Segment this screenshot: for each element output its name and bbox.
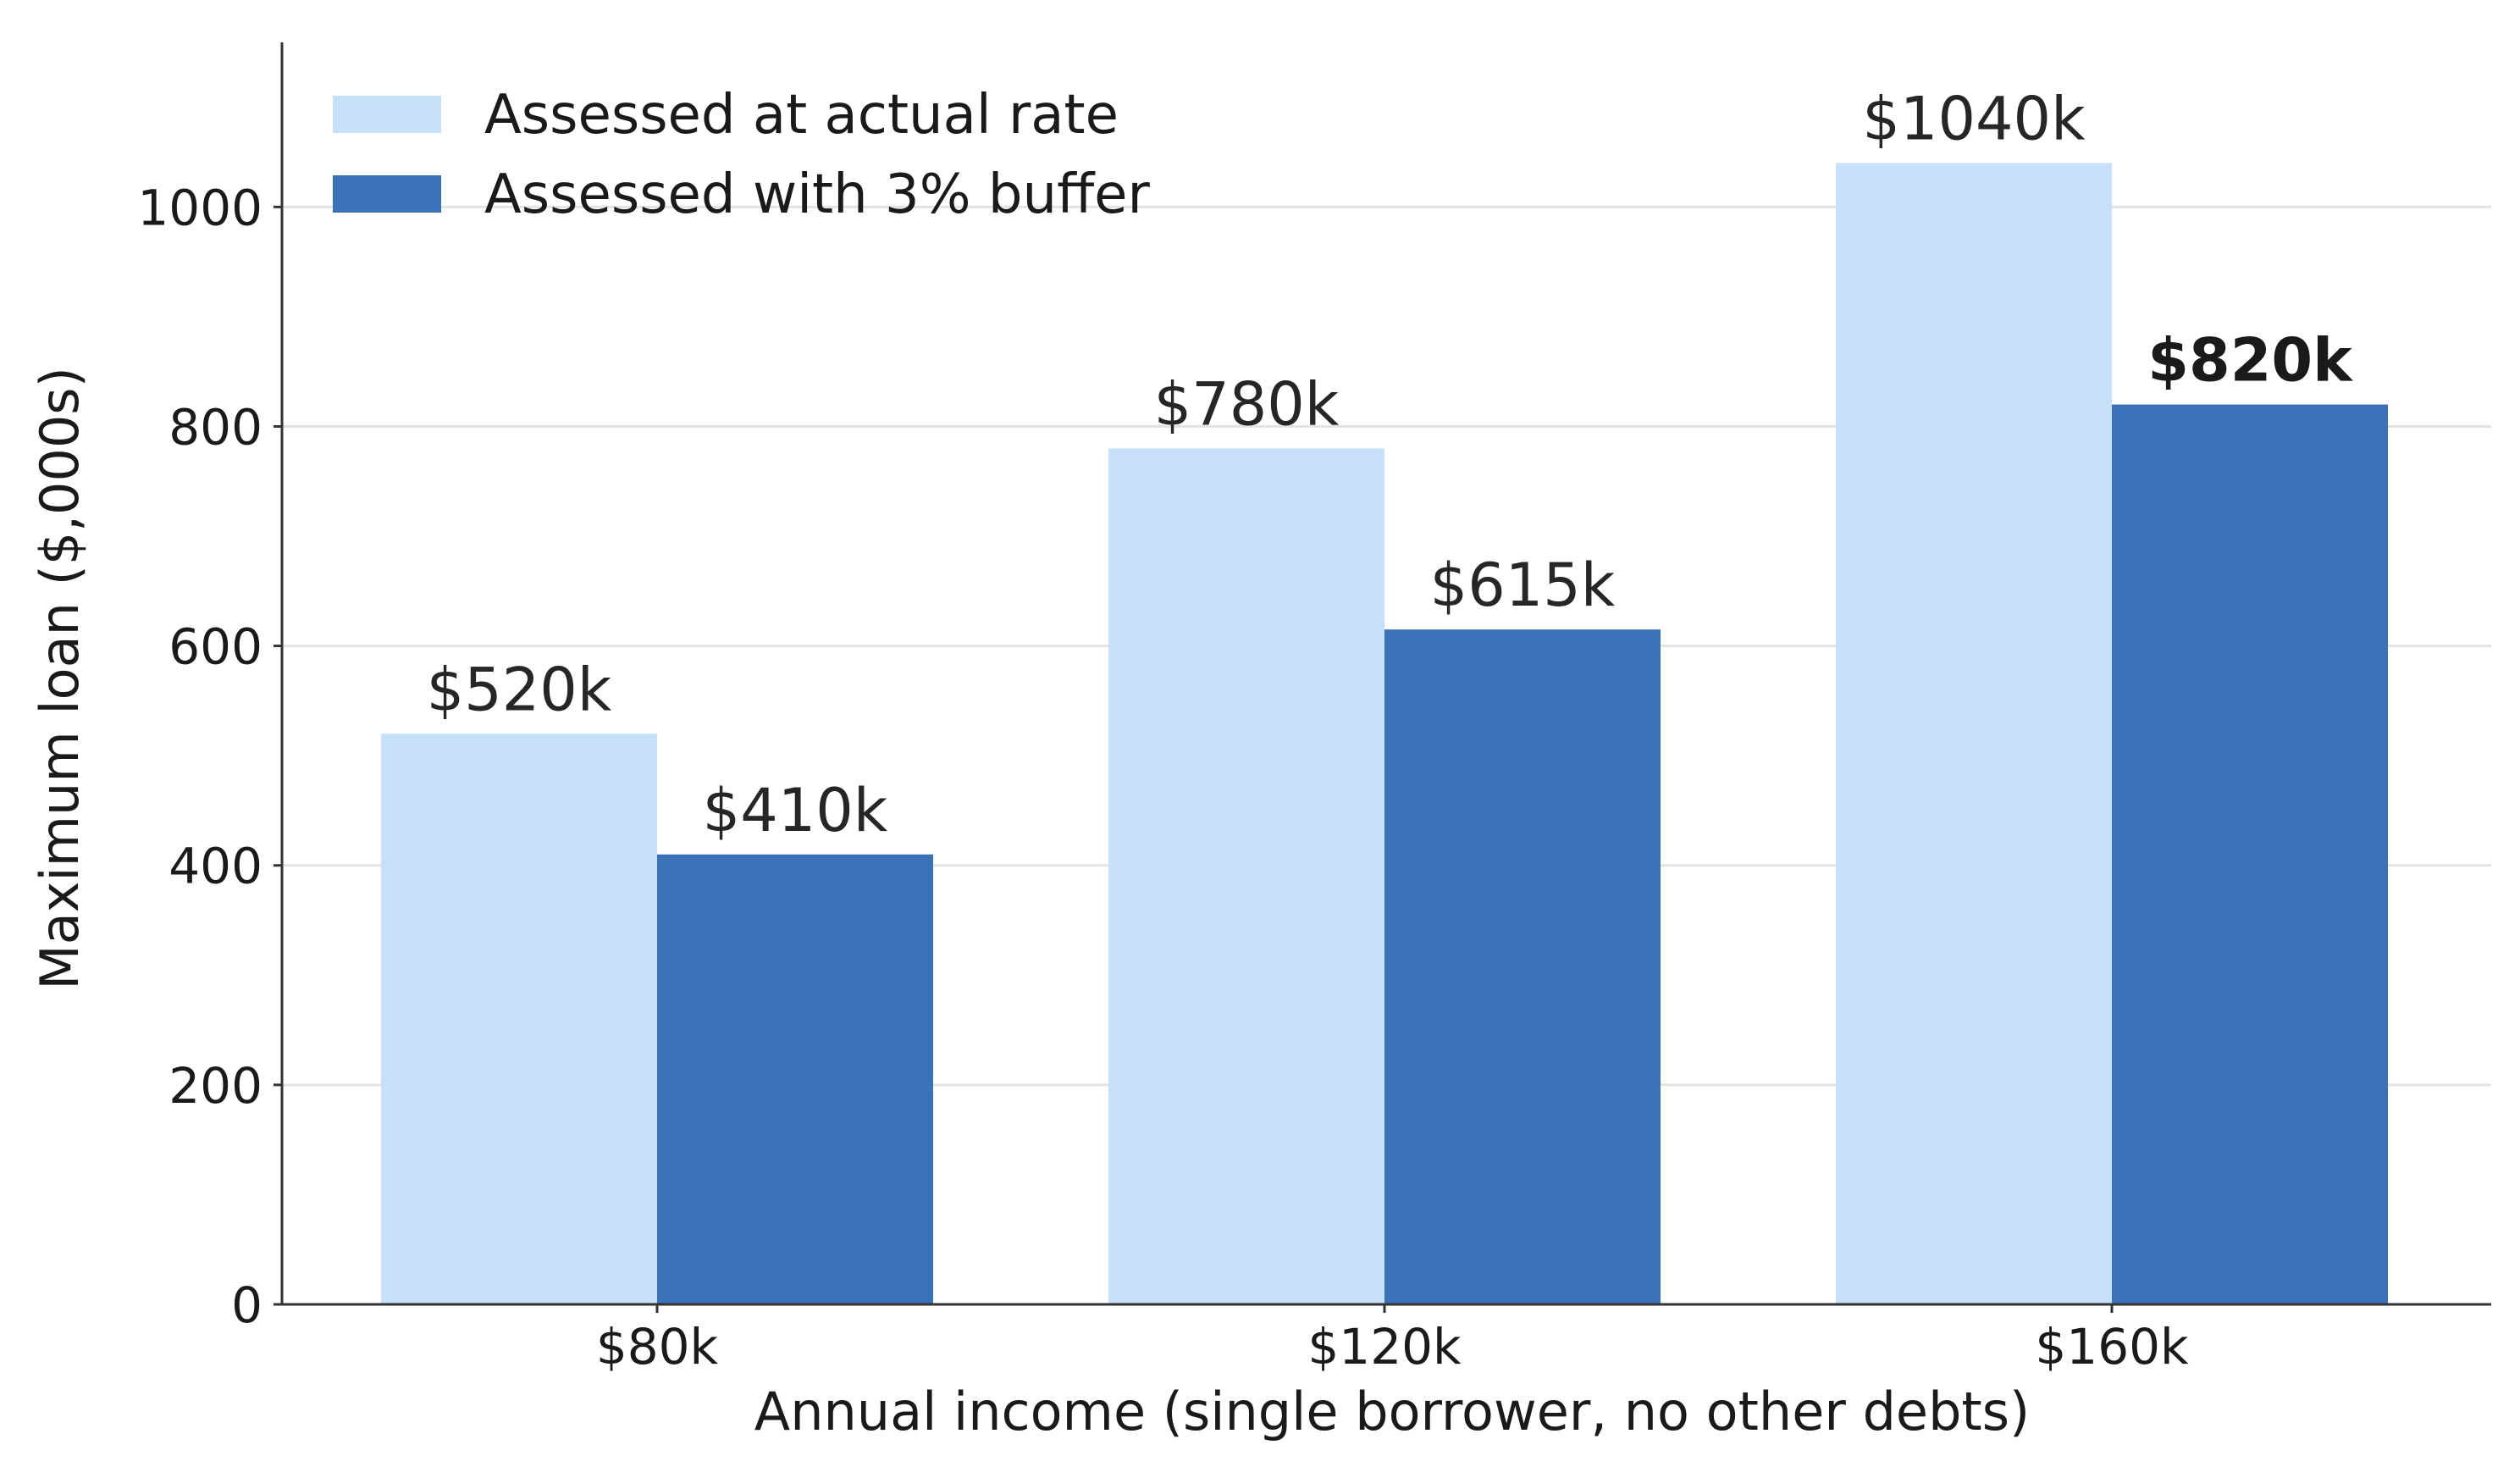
bar-buffer-2: [2112, 404, 2388, 1305]
y-tick-label: 0: [231, 1276, 262, 1334]
y-tick-label: 1000: [137, 179, 262, 236]
bars: [381, 163, 2388, 1305]
y-tick-label: 400: [169, 838, 262, 895]
legend-label: Assessed with 3% buffer: [484, 163, 1151, 226]
legend: Assessed at actual rate Assessed with 3% …: [333, 84, 1151, 226]
x-tick-label: $120k: [1307, 1318, 1462, 1376]
bar-actual-rate-2: [1836, 163, 2112, 1305]
y-axis-title: Maximum loan ($,000s): [29, 367, 91, 990]
bar-value-label: $780k: [1154, 369, 1340, 439]
bar-value-label: $520k: [427, 655, 612, 724]
y-tick-label: 800: [169, 398, 262, 456]
bar-value-label: $410k: [703, 776, 888, 845]
legend-swatch: [333, 175, 441, 213]
x-tick-label: $160k: [2035, 1318, 2189, 1376]
data-labels: $520k $780k $1040k $410k $615k $820k: [427, 85, 2353, 845]
bar-value-label: $615k: [1430, 551, 1616, 620]
bar-value-label: $820k: [2147, 326, 2353, 396]
x-axis-title: Annual income (single borrower, no other…: [754, 1381, 2030, 1442]
bar-actual-rate-1: [1108, 448, 1384, 1304]
y-tick-label: 600: [169, 618, 262, 676]
legend-swatch: [333, 96, 441, 133]
y-tick-label: 200: [169, 1057, 262, 1115]
bar-buffer-1: [1384, 629, 1661, 1304]
bar-actual-rate-0: [381, 734, 657, 1304]
bar-value-label: $1040k: [1862, 85, 2086, 154]
bar-buffer-0: [657, 854, 933, 1304]
axes: 0 200 400 600 800 1000 $80k $120k $160k: [137, 42, 2491, 1376]
legend-label: Assessed at actual rate: [484, 84, 1119, 147]
x-tick-label: $80k: [596, 1318, 719, 1376]
